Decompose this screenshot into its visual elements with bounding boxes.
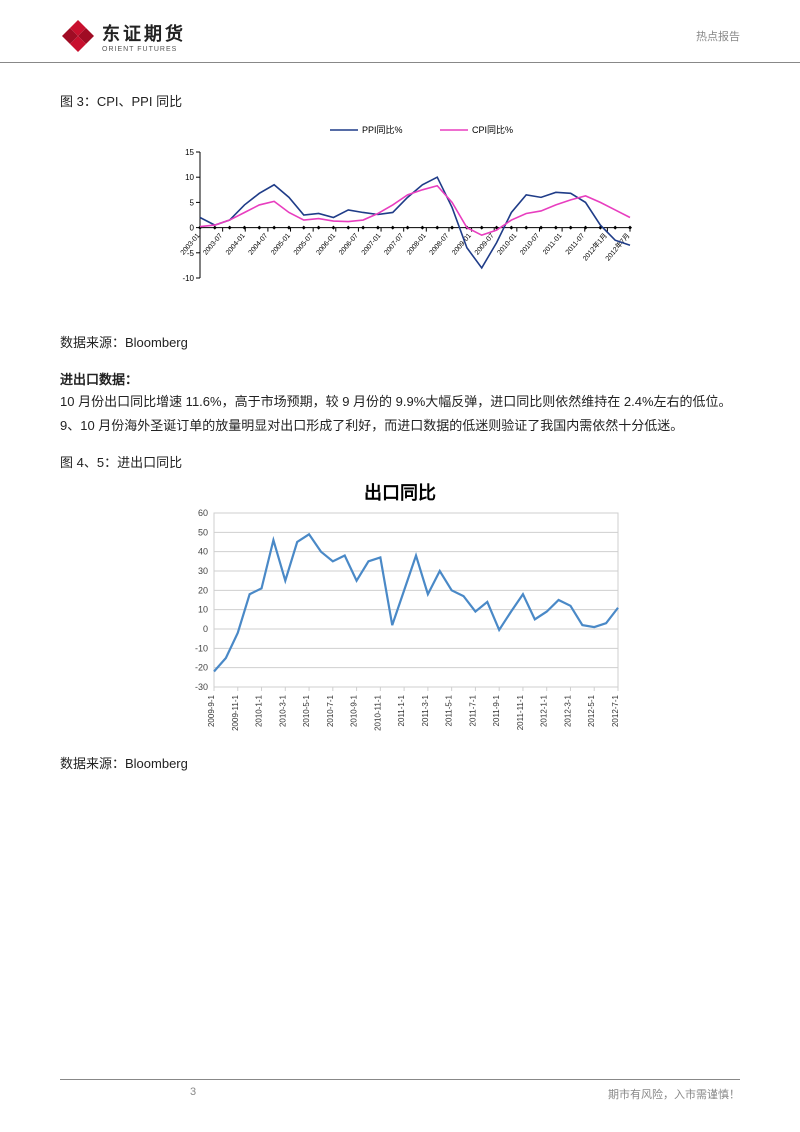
svg-text:0: 0 [190, 224, 195, 233]
chart2-figlabel: 图 4、5：进出口同比 [60, 452, 740, 471]
svg-text:2010-11-1: 2010-11-1 [373, 695, 382, 731]
svg-text:2006-07: 2006-07 [338, 232, 360, 256]
svg-text:2006-01: 2006-01 [315, 232, 337, 256]
svg-text:2010-9-1: 2010-9-1 [350, 695, 359, 728]
svg-text:2005-07: 2005-07 [293, 232, 315, 256]
svg-text:50: 50 [198, 528, 208, 538]
svg-text:PPI同比%: PPI同比% [362, 124, 403, 135]
svg-text:2010-5-1: 2010-5-1 [302, 695, 311, 728]
svg-text:-20: -20 [195, 663, 208, 673]
page-footer: 3 期市有风险，入市需谨慎！ [60, 1079, 740, 1102]
svg-text:2011-1-1: 2011-1-1 [397, 695, 406, 727]
brand-logo: 东证期货 ORIENT FUTURES [60, 18, 186, 54]
svg-text:2009-11-1: 2009-11-1 [231, 695, 240, 731]
svg-text:-10: -10 [182, 274, 194, 283]
svg-text:2009-9-1: 2009-9-1 [207, 695, 216, 728]
svg-text:2007-07: 2007-07 [383, 232, 405, 256]
content-area: 图 3：CPI、PPI 同比 PPI同比%CPI同比%-10-505101520… [0, 63, 800, 772]
header-doc-type: 热点报告 [696, 28, 740, 44]
svg-text:2011-9-1: 2011-9-1 [492, 695, 501, 727]
svg-text:2004-01: 2004-01 [225, 232, 247, 256]
svg-text:2012-1-1: 2012-1-1 [540, 695, 549, 728]
svg-text:2007-01: 2007-01 [361, 232, 383, 256]
svg-text:2011-5-1: 2011-5-1 [445, 695, 454, 727]
svg-text:60: 60 [198, 508, 208, 518]
page-header: 东证期货 ORIENT FUTURES 热点报告 [0, 0, 800, 63]
svg-text:2010-07: 2010-07 [519, 232, 541, 256]
svg-text:10: 10 [198, 605, 208, 615]
page-number: 3 [60, 1086, 196, 1102]
footer-disclaimer: 期市有风险，入市需谨慎！ [608, 1086, 740, 1102]
svg-text:2011-07: 2011-07 [565, 232, 587, 256]
chart1-title: 图 3：CPI、PPI 同比 [60, 91, 740, 110]
svg-text:2009-07: 2009-07 [474, 232, 496, 256]
svg-text:2012-3-1: 2012-3-1 [563, 695, 572, 728]
svg-text:2010-3-1: 2010-3-1 [278, 695, 287, 728]
svg-text:2011-3-1: 2011-3-1 [421, 695, 430, 727]
cpi-ppi-chart: PPI同比%CPI同比%-10-50510152003-012003-07200… [160, 116, 640, 326]
svg-text:2008-01: 2008-01 [406, 232, 428, 256]
svg-text:2010-1-1: 2010-1-1 [255, 695, 264, 728]
export-heading: 进出口数据： [60, 369, 740, 388]
svg-text:2004-07: 2004-07 [248, 232, 270, 256]
chart2-container: 出口同比 -30 -20 -10 0 10 20 30 40 50 60 2009-9-1 2009-1… [60, 477, 740, 747]
brand-en: ORIENT FUTURES [102, 46, 186, 53]
svg-text:10: 10 [185, 173, 194, 182]
chart1-container: PPI同比%CPI同比%-10-50510152003-012003-07200… [60, 116, 740, 326]
svg-text:0: 0 [203, 624, 208, 634]
svg-text:5: 5 [190, 198, 195, 207]
svg-text:2011-01: 2011-01 [542, 232, 564, 256]
svg-text:20: 20 [198, 586, 208, 596]
export-p2: 9、10 月份海外圣诞订单的放量明显对出口形成了利好，而进口数据的低迷则验证了我… [60, 416, 740, 436]
svg-text:-30: -30 [195, 682, 208, 692]
svg-text:40: 40 [198, 547, 208, 557]
svg-text:2012-5-1: 2012-5-1 [587, 695, 596, 728]
svg-text:2010-7-1: 2010-7-1 [326, 695, 335, 728]
svg-text:CPI同比%: CPI同比% [472, 124, 513, 135]
svg-text:出口同比: 出口同比 [364, 482, 436, 503]
chart2-source: 数据来源：Bloomberg [60, 753, 740, 772]
export-chart: 出口同比 -30 -20 -10 0 10 20 30 40 50 60 2009-9-1 2009-1… [170, 477, 630, 747]
svg-text:15: 15 [185, 148, 194, 157]
logo-icon [60, 18, 96, 54]
svg-text:2003-07: 2003-07 [202, 232, 224, 256]
chart1-source: 数据来源：Bloomberg [60, 332, 740, 351]
svg-text:2005-01: 2005-01 [270, 232, 292, 256]
svg-text:2011-11-1: 2011-11-1 [516, 695, 525, 731]
svg-text:2012-7-1: 2012-7-1 [611, 695, 620, 728]
svg-text:2011-7-1: 2011-7-1 [468, 695, 477, 727]
export-p1: 10 月份出口同比增速 11.6%，高于市场预期，较 9 月份的 9.9%大幅反… [60, 392, 740, 412]
brand-name: 东证期货 ORIENT FUTURES [102, 20, 186, 53]
svg-text:30: 30 [198, 566, 208, 576]
svg-text:2008-07: 2008-07 [429, 232, 451, 256]
svg-text:-10: -10 [195, 644, 208, 654]
brand-cn: 东证期货 [102, 20, 186, 46]
